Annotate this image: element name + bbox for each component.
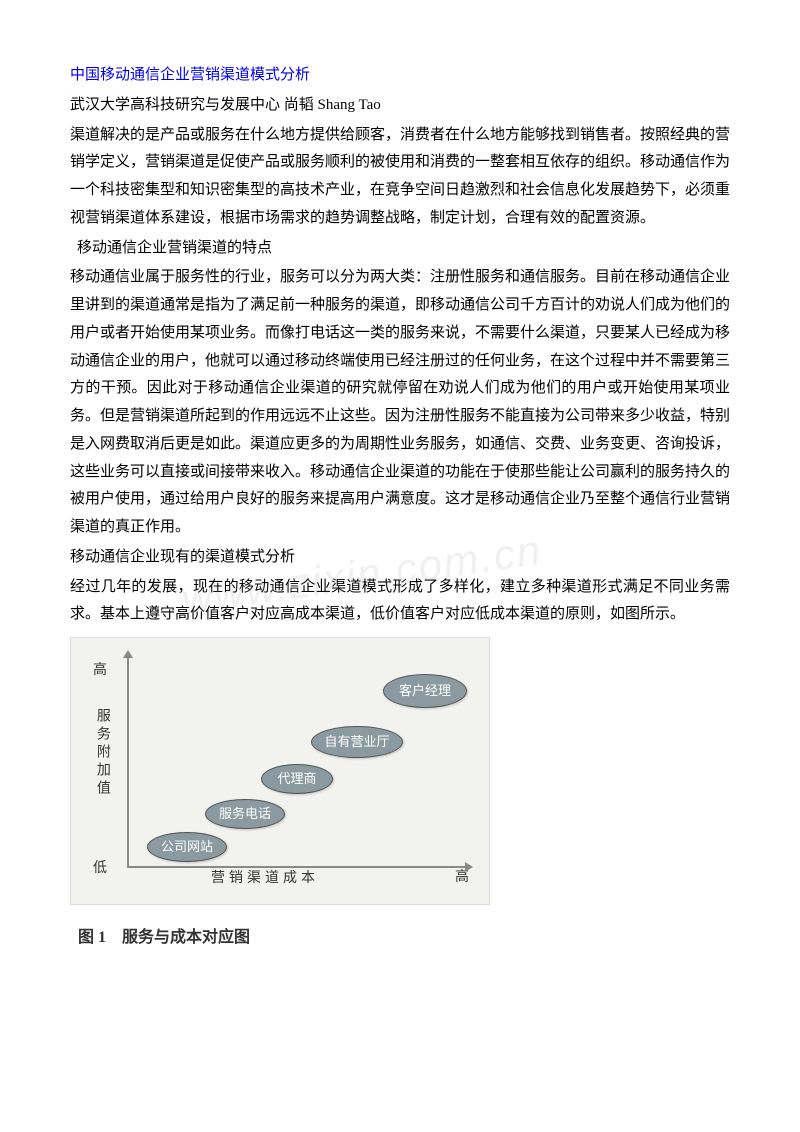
y-axis-line — [127, 656, 129, 868]
y-label-high: 高 — [93, 658, 107, 684]
chart-bubble-1: 服务电话 — [205, 799, 285, 829]
subtitle-2: 移动通信企业现有的渠道模式分析 — [70, 544, 730, 572]
y-label-low: 低 — [93, 856, 107, 882]
chart-plot-area: 公司网站服务电话 代理商 自有营业厅 客户经理 — [127, 656, 467, 868]
paragraph-3: 经过几年的发展，现在的移动通信企业渠道模式形成了多样化，建立多种渠道形式满足不同… — [70, 574, 730, 630]
y-axis-arrow-icon — [123, 650, 133, 658]
subtitle-1: 移动通信企业营销渠道的特点 — [70, 235, 730, 263]
paragraph-2: 移动通信业属于服务性的行业，服务可以分为两大类：注册性服务和通信服务。目前在移动… — [70, 264, 730, 542]
service-cost-chart: 高 服务附加值 低 营销渠道成本 高 公司网站服务电话代理商自有营业厅客户经理 — [70, 637, 490, 905]
document-title: 中国移动通信企业营销渠道模式分析 — [70, 62, 730, 90]
author-line: 武汉大学高科技研究与发展中心 尚韬 Shang Tao — [70, 92, 730, 120]
chart-bubble-3: 自有营业厅 — [311, 726, 403, 758]
figure-caption: 图 1 服务与成本对应图 — [70, 923, 730, 953]
x-axis-line — [127, 866, 467, 868]
chart-bubble-2: 代理商 — [261, 764, 333, 794]
chart-bubble-4: 客户经理 — [383, 674, 467, 708]
x-axis-label: 营销渠道成本 — [211, 866, 319, 892]
y-axis-label: 服务附加值 — [89, 708, 115, 798]
paragraph-1: 渠道解决的是产品或服务在什么地方提供给顾客，消费者在什么地方能够找到销售者。按照… — [70, 122, 730, 233]
chart-bubble-0: 公司网站 — [147, 832, 227, 862]
x-axis-arrow-icon — [465, 862, 473, 872]
